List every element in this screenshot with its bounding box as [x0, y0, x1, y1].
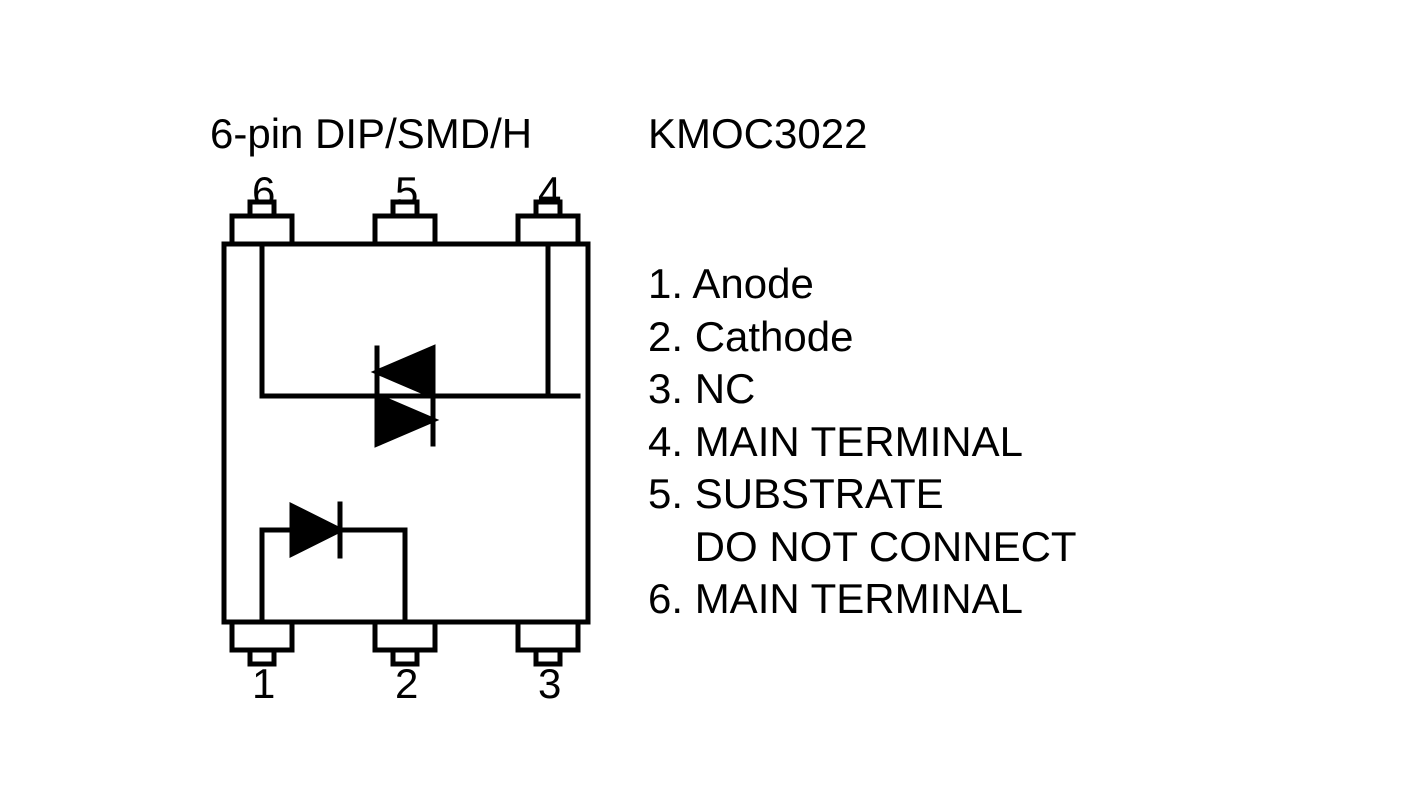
schematic-svg: [0, 0, 1420, 798]
figure-root: 6-pin DIP/SMD/H KMOC3022 6 5 4 1 2 3 1. …: [0, 0, 1420, 798]
